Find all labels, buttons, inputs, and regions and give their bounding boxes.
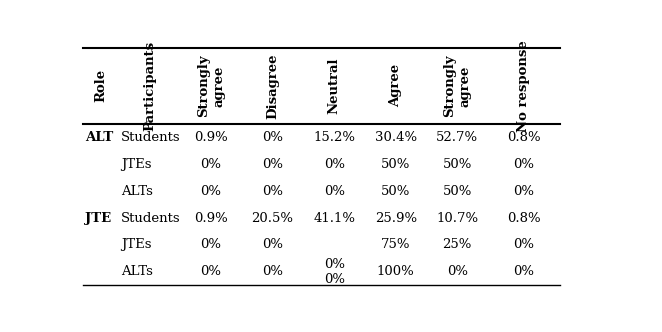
Text: 0%: 0% <box>324 185 345 198</box>
Text: Strongly
agree: Strongly agree <box>444 54 471 117</box>
Text: 0%: 0% <box>262 131 283 144</box>
Text: 0%: 0% <box>514 238 534 252</box>
Text: 0%: 0% <box>514 265 534 278</box>
Text: 50%: 50% <box>381 185 410 198</box>
Text: 30.4%: 30.4% <box>375 131 417 144</box>
Text: 0.9%: 0.9% <box>194 131 228 144</box>
Text: 0%: 0% <box>514 185 534 198</box>
Text: 0%: 0% <box>262 185 283 198</box>
Text: 10.7%: 10.7% <box>436 211 479 225</box>
Text: JTEs: JTEs <box>121 238 152 252</box>
Text: 0%: 0% <box>262 265 283 278</box>
Text: Disagree: Disagree <box>266 53 279 119</box>
Text: Role: Role <box>94 69 107 102</box>
Text: 25%: 25% <box>443 238 472 252</box>
Text: 50%: 50% <box>381 158 410 171</box>
Text: 52.7%: 52.7% <box>436 131 479 144</box>
Text: 25.9%: 25.9% <box>375 211 417 225</box>
Text: 0%: 0% <box>201 238 222 252</box>
Text: 0%: 0% <box>262 158 283 171</box>
Text: 0%: 0% <box>324 158 345 171</box>
Text: 100%: 100% <box>377 265 414 278</box>
Text: 0%: 0% <box>201 265 222 278</box>
Text: 0.8%: 0.8% <box>507 211 541 225</box>
Text: 50%: 50% <box>443 185 472 198</box>
Text: 0%: 0% <box>447 265 468 278</box>
Text: 0%: 0% <box>514 158 534 171</box>
Text: ALTs: ALTs <box>121 265 153 278</box>
Text: 50%: 50% <box>443 158 472 171</box>
Text: ALTs: ALTs <box>121 185 153 198</box>
Text: No response: No response <box>518 40 530 132</box>
Text: 15.2%: 15.2% <box>313 131 355 144</box>
Text: 0%
0%: 0% 0% <box>324 258 345 286</box>
Text: ALT: ALT <box>85 131 114 144</box>
Text: 20.5%: 20.5% <box>252 211 293 225</box>
Text: Strongly
agree: Strongly agree <box>197 54 225 117</box>
Text: 0%: 0% <box>201 158 222 171</box>
Text: 0%: 0% <box>262 238 283 252</box>
Text: Students: Students <box>121 131 181 144</box>
Text: 0.9%: 0.9% <box>194 211 228 225</box>
Text: 41.1%: 41.1% <box>313 211 355 225</box>
Text: Agree: Agree <box>389 64 402 108</box>
Text: 75%: 75% <box>381 238 410 252</box>
Text: Neutral: Neutral <box>328 58 341 114</box>
Text: Participants: Participants <box>143 41 156 131</box>
Text: 0%: 0% <box>201 185 222 198</box>
Text: Students: Students <box>121 211 181 225</box>
Text: JTE: JTE <box>85 211 111 225</box>
Text: JTEs: JTEs <box>121 158 152 171</box>
Text: 0.8%: 0.8% <box>507 131 541 144</box>
